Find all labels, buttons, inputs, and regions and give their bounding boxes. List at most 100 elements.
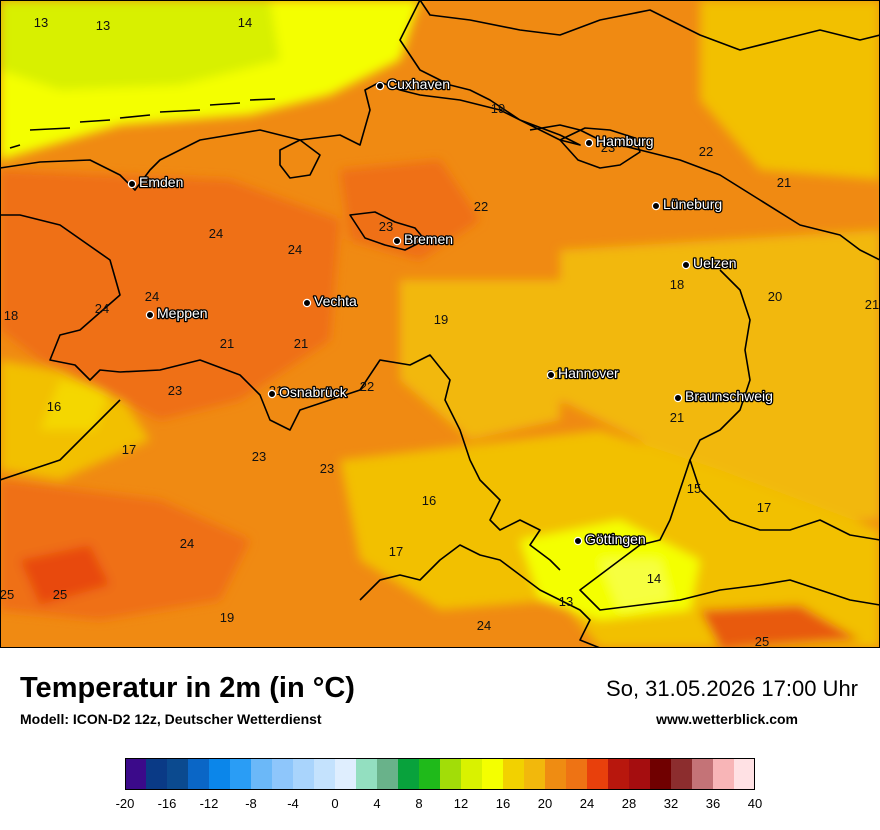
city-osnabrück: Osnabrück: [267, 383, 349, 401]
temperature-value: 19: [220, 610, 234, 625]
legend-tick-labels: -20 -16 -12 -8 -4 0 4 8 12 16 20 24 28 32 36 40: [0, 796, 880, 816]
temperature-value: 24: [209, 226, 223, 241]
temperature-value: 17: [122, 442, 136, 457]
temperature-value: 14: [647, 571, 661, 586]
hesse-border: [359, 544, 601, 648]
legend-tick: 36: [705, 796, 721, 811]
legend-swatch: [524, 758, 546, 790]
temperature-value: 13: [559, 594, 573, 609]
legend-tick: -4: [287, 796, 299, 811]
city-label: Bremen: [404, 231, 453, 247]
city-dot: [145, 310, 155, 320]
city-cuxhaven: Cuxhaven: [375, 75, 451, 93]
temperature-value: 21: [865, 297, 879, 312]
legend-tick: 4: [373, 796, 381, 811]
model-source: Modell: ICON-D2 12z, Deutscher Wetterdie…: [20, 711, 322, 727]
color-scale-legend: [125, 758, 755, 790]
city-label: Lüneburg: [663, 196, 722, 212]
hamburg-border: [559, 127, 641, 169]
legend-tick: 28: [621, 796, 637, 811]
temperature-value: 22: [360, 379, 374, 394]
temperature-value: 15: [687, 481, 701, 496]
dutch-border: [0, 214, 121, 381]
legend-tick: 24: [579, 796, 595, 811]
legend-tick: -20: [115, 796, 135, 811]
legend-swatch: [734, 758, 755, 790]
legend-tick: 8: [415, 796, 423, 811]
temperature-value: 19: [434, 312, 448, 327]
coastline: [0, 0, 581, 191]
field-cool-harz: [600, 560, 670, 610]
map-title: Temperatur in 2m (in °C): [20, 672, 355, 704]
legend-tick: 40: [747, 796, 763, 811]
elbe-border: [529, 124, 880, 261]
legend-swatch: [398, 758, 420, 790]
city-dot: [651, 201, 661, 211]
legend-swatch: [335, 758, 357, 790]
legend-swatch: [440, 758, 462, 790]
city-dot: [375, 81, 385, 91]
legend-swatch: [356, 758, 378, 790]
legend-border: [125, 758, 755, 790]
temperature-value: 18: [4, 308, 18, 323]
temperature-value: 25: [755, 634, 769, 648]
temperature-value: 23: [601, 140, 615, 155]
temperature-value: 16: [47, 399, 61, 414]
temperature-value: 24: [288, 242, 302, 257]
temperature-value: 20: [768, 289, 782, 304]
field-hot-southeast: [700, 605, 860, 648]
temperature-value: 24: [145, 289, 159, 304]
field-mild-west: [40, 380, 110, 430]
legend-swatch: [671, 758, 693, 790]
temperature-value: 19: [491, 101, 505, 116]
legend-swatch: [293, 758, 315, 790]
legend-swatch: [608, 758, 630, 790]
temperature-value: 23: [320, 461, 334, 476]
city-label: Vechta: [314, 293, 357, 309]
legend-swatch: [314, 758, 336, 790]
city-label: Hamburg: [596, 133, 654, 149]
city-braunschweig: Braunschweig: [673, 387, 774, 405]
temperature-value: 23: [168, 383, 182, 398]
city-dot: [546, 370, 556, 380]
city-markers: Cuxhaven Hamburg Emden Lüneburg Bremen Uelzen…: [127, 75, 774, 548]
website-link[interactable]: www.wetterblick.com: [656, 711, 798, 727]
jade-bay: [279, 139, 321, 179]
city-label: Göttingen: [585, 531, 646, 547]
legend-swatch: [545, 758, 567, 790]
field-hot-emsland: [0, 170, 340, 420]
city-dot: [302, 298, 312, 308]
legend-swatch: [419, 758, 441, 790]
temperature-value: 14: [238, 15, 252, 30]
city-dot: [392, 236, 402, 246]
legend-swatch: [629, 758, 651, 790]
city-dot: [573, 536, 583, 546]
field-hot-bremen: [340, 160, 480, 260]
legend-tick: -8: [245, 796, 257, 811]
temperature-value: 18: [670, 277, 684, 292]
temperature-value: 17: [757, 500, 771, 515]
city-dot: [681, 260, 691, 270]
field-warm-center: [400, 280, 560, 440]
temperature-labels: 13 13 14 19 23 22 21 22 23 24 24 24 24 18 18 20 21 19 21 21…: [0, 15, 879, 648]
temperature-value: 23: [252, 449, 266, 464]
legend-swatch: [503, 758, 525, 790]
field-sea-green: [0, 0, 280, 90]
nrw-border: [119, 354, 561, 571]
temperature-value: 25: [0, 587, 14, 602]
city-dot: [584, 138, 594, 148]
city-bremen: Bremen: [392, 230, 454, 248]
temperature-value: 21: [670, 410, 684, 425]
city-dot: [267, 389, 277, 399]
city-dot: [673, 393, 683, 403]
city-göttingen: Göttingen: [573, 530, 647, 548]
legend-tick: 20: [537, 796, 553, 811]
legend-swatch: [692, 758, 714, 790]
temperature-value: 17: [389, 544, 403, 559]
forecast-datetime: So, 31.05.2026 17:00 Uhr: [606, 676, 858, 701]
legend-swatch: [251, 758, 273, 790]
legend-swatch: [377, 758, 399, 790]
city-uelzen: Uelzen: [681, 254, 738, 272]
temperature-value: 24: [180, 536, 194, 551]
legend-tick: 32: [663, 796, 679, 811]
